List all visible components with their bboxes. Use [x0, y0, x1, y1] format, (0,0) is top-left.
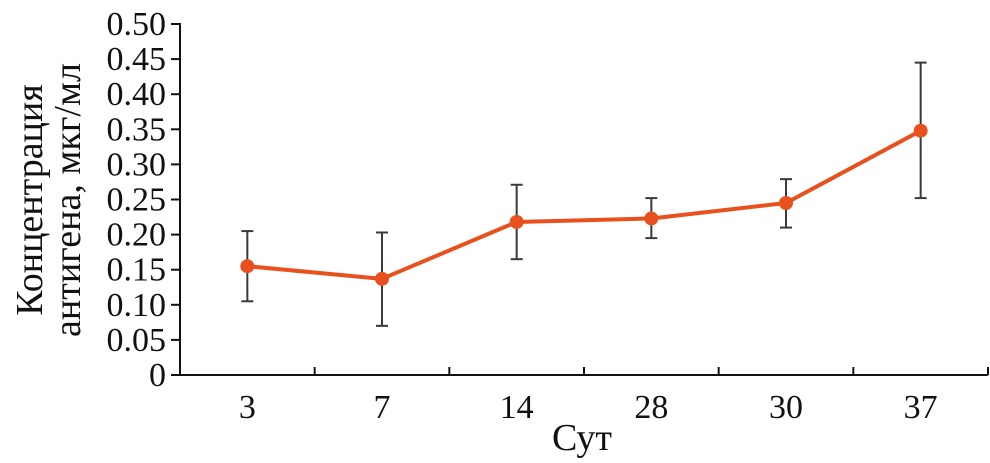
data-point [240, 259, 255, 274]
data-point [644, 211, 659, 226]
x-ticks: 3 7 14 28 30 37 [239, 367, 989, 426]
y-axis-title-line2: антигена, мкг/мл [47, 63, 89, 337]
y-tick-label: 0 [149, 357, 166, 394]
x-tick-label: 14 [500, 389, 534, 426]
x-axis-title: Сут [552, 417, 612, 459]
series-polyline [247, 128, 922, 281]
y-ticks: 00.050.100.150.200.250.300.350.400.450.5… [107, 6, 180, 394]
x-tick-label: 28 [634, 389, 668, 426]
data-points [240, 123, 928, 286]
y-tick-label: 0.25 [107, 182, 167, 219]
y-tick-label: 0.50 [107, 6, 167, 43]
x-tick-label: 30 [769, 389, 803, 426]
y-tick-label: 0.30 [107, 146, 167, 183]
x-tick-label: 3 [239, 389, 256, 426]
y-tick-label: 0.15 [107, 252, 167, 289]
y-tick-label: 0.05 [107, 322, 167, 359]
axes [179, 23, 988, 376]
y-axis-title: Концентрация антигена, мкг/мл [9, 63, 89, 337]
y-tick-label: 0.35 [107, 111, 167, 148]
y-tick-label: 0.20 [107, 217, 167, 254]
x-tick-label: 7 [374, 389, 391, 426]
data-point [779, 196, 793, 211]
y-tick-label: 0.45 [107, 41, 167, 78]
data-point [913, 123, 928, 138]
data-point [509, 214, 524, 229]
error-bars [241, 61, 927, 327]
y-axis-title-line1: Концентрация [9, 84, 51, 315]
y-tick-label: 0.10 [107, 287, 167, 324]
data-point [375, 271, 389, 286]
x-tick-label: 37 [904, 389, 938, 426]
y-tick-label: 0.40 [107, 76, 167, 113]
series-line [247, 128, 922, 281]
